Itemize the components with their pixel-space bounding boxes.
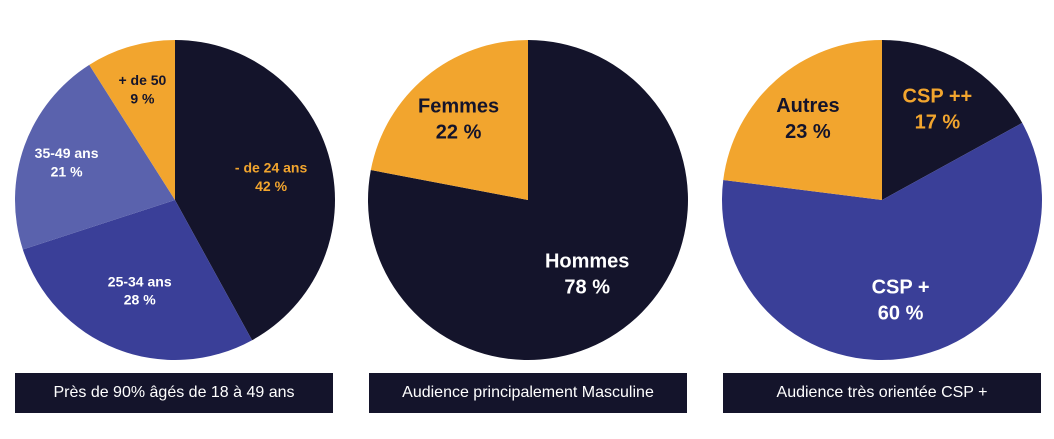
slice-value: 23 %	[785, 121, 831, 143]
slice-value: 42 %	[255, 178, 287, 194]
caption-csp: Audience très orientée CSP +	[723, 373, 1041, 413]
slice-value: 78 %	[564, 277, 610, 299]
slice-label: CSP +	[872, 277, 930, 299]
slice-label: Hommes	[545, 251, 629, 273]
slice-label: Autres	[776, 95, 839, 117]
pie-slice	[15, 64, 175, 250]
pie-charts: - de 24 ans 42 % 25-34 ans 28 % 35-49 ans 21 …	[15, 39, 1042, 361]
pie-slice	[721, 122, 1042, 360]
slice-label: Femmes	[418, 95, 499, 117]
slice-label: + de 50	[118, 72, 166, 88]
slice-value: 17 %	[915, 112, 961, 134]
pie-chart-csp: CSP ++ 17 % CSP + 60 % Autres 23 %	[721, 40, 1042, 360]
pie-slice	[175, 40, 336, 341]
slice-value: 28 %	[124, 292, 156, 308]
pie-slice	[367, 40, 688, 360]
pie-slice	[723, 40, 882, 200]
slice-label: CSP ++	[903, 86, 973, 108]
slice-value: 22 %	[436, 121, 482, 143]
slice-value: 60 %	[878, 303, 924, 325]
slice-label: - de 24 ans	[235, 160, 308, 176]
slice-value: 21 %	[51, 163, 83, 179]
pie-slice	[370, 39, 528, 200]
slice-label: 35-49 ans	[35, 145, 99, 161]
pie-chart-age: - de 24 ans 42 % 25-34 ans 28 % 35-49 ans 21 …	[15, 40, 336, 361]
pie-slice	[22, 200, 253, 361]
pie-slice	[89, 40, 175, 200]
caption-gender: Audience principalement Masculine	[369, 373, 687, 413]
pie-chart-gender: Hommes 78 % Femmes 22 %	[367, 39, 688, 360]
caption-age: Près de 90% âgés de 18 à 49 ans	[15, 373, 333, 413]
slice-value: 9 %	[130, 90, 155, 106]
pie-slice	[882, 40, 1023, 200]
slice-label: 25-34 ans	[108, 274, 172, 290]
